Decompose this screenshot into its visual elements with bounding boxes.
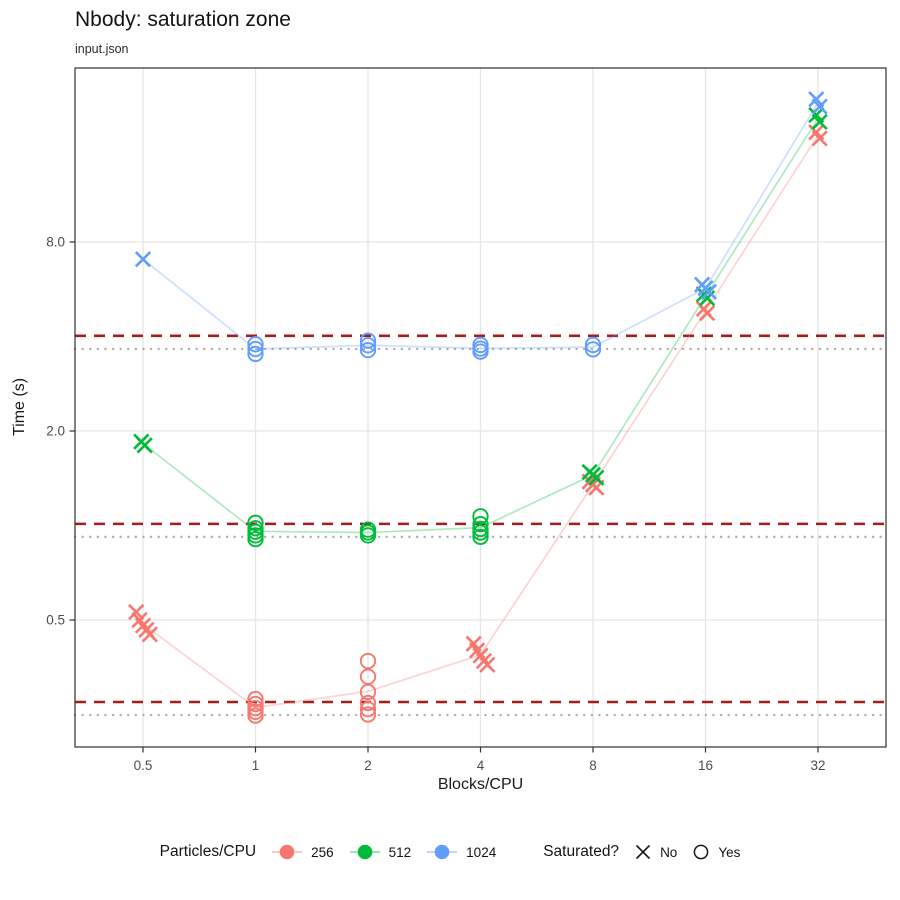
data-point-circle-256 [247,695,264,713]
legend: Particles/CPU 256 512 1024 Saturated? [0,841,900,863]
legend-item-saturated: Yes [690,841,740,863]
data-point-x-256 [699,304,716,322]
legend-item-label: 256 [311,844,334,860]
data-point-circle-1024 [359,341,377,359]
data-point-x-256 [131,611,148,629]
legend-item-512: 512 [347,841,412,863]
data-point-circle-256 [359,652,377,670]
legend-saturated-title: Saturated? [543,843,620,860]
x-axis-title: Blocks/CPU [437,776,524,793]
chart-subtitle: input.json [75,42,129,56]
series-512-key-icon [349,844,380,860]
y-tick-label: 8.0 [46,235,65,250]
legend-item-label: 1024 [466,844,497,860]
data-point-x-256 [808,124,825,141]
legend-item-label: 512 [388,844,412,860]
panel-border [74,67,887,748]
data-point-x-1024 [700,283,718,300]
data-point-circle-256 [359,694,377,712]
y-axis-title: Time (s) [11,377,28,437]
x-tick-label: 16 [698,758,713,773]
x-tick-label: 1 [252,758,260,773]
series-256-key-icon [272,844,303,860]
data-point-x-256 [811,130,828,147]
data-point-x-256 [472,647,489,664]
x-tick-label: 2 [364,758,372,773]
data-point-circle-512 [359,527,377,544]
data-point-circle-256 [247,690,264,708]
data-point-circle-1024 [359,337,377,354]
data-point-circle-1024 [359,332,377,349]
data-point-circle-256 [359,701,377,718]
data-point-x-512 [136,437,153,454]
legend-item-256: 256 [269,841,334,863]
data-point-circle-512 [247,514,264,531]
x-tick-label: 0.5 [134,758,153,773]
data-point-circle-512 [472,524,489,541]
data-point-x-1024 [808,91,825,108]
legend-particles-title: Particles/CPU [159,843,257,860]
data-point-circle-1024 [247,345,264,363]
x-tick-label: 8 [589,758,597,773]
y-tick-label: 0.5 [46,613,65,628]
data-point-x-1024 [134,251,152,268]
data-point-x-256 [141,626,158,643]
data-point-circle-512 [472,515,489,533]
legend-item-label: Yes [718,844,741,860]
data-point-circle-1024 [584,336,602,354]
data-point-x-256 [128,603,145,621]
data-point-circle-1024 [472,343,489,360]
data-point-circle-512 [247,530,264,548]
x-marker-icon [635,844,651,860]
data-point-circle-1024 [584,341,602,358]
data-point-circle-512 [472,528,489,546]
x-tick-label: 32 [810,758,825,773]
data-point-circle-1024 [247,336,264,353]
data-point-circle-1024 [247,340,264,358]
legend-item-not-saturated: No [632,841,677,863]
data-point-x-256 [479,656,496,673]
data-point-x-1024 [811,98,828,115]
x-tick-label: 4 [477,758,485,773]
legend-item-label: No [660,844,678,860]
data-point-x-512 [808,106,825,124]
data-point-circle-512 [472,508,489,525]
data-point-circle-256 [359,706,377,723]
y-tick-label: 2.0 [46,424,65,439]
data-point-x-512 [588,469,605,486]
plot-canvas: 0.5 1 2 4 8 16 32 0.5 2.0 8.0 [46,67,888,773]
data-point-circle-256 [359,683,377,701]
data-point-circle-256 [247,707,264,724]
circle-marker-icon [693,844,709,860]
data-point-x-512 [811,113,828,131]
chart-title: Nbody: saturation zone [75,8,291,31]
series-1024-key-icon [427,844,458,860]
data-point-x-256 [465,635,482,652]
legend-item-1024: 1024 [424,841,496,863]
